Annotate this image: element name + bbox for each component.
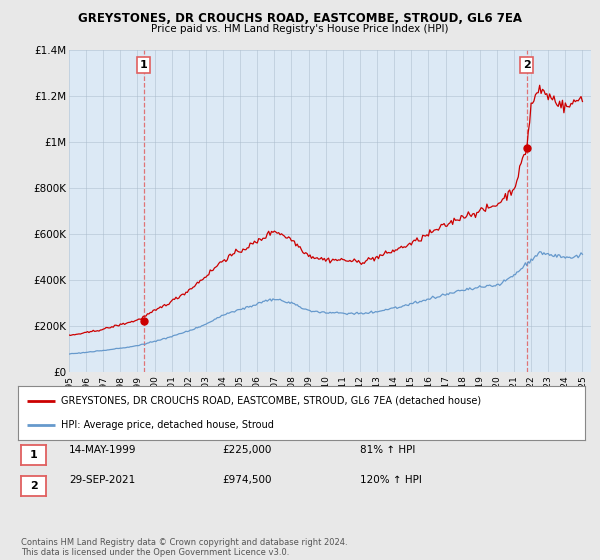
Text: 1: 1 (140, 60, 148, 70)
Text: £974,500: £974,500 (222, 475, 271, 486)
Text: GREYSTONES, DR CROUCHS ROAD, EASTCOMBE, STROUD, GL6 7EA (detached house): GREYSTONES, DR CROUCHS ROAD, EASTCOMBE, … (61, 396, 481, 406)
Text: 14-MAY-1999: 14-MAY-1999 (69, 445, 137, 455)
Text: HPI: Average price, detached house, Stroud: HPI: Average price, detached house, Stro… (61, 420, 274, 430)
Text: Price paid vs. HM Land Registry's House Price Index (HPI): Price paid vs. HM Land Registry's House … (151, 24, 449, 34)
Text: £225,000: £225,000 (222, 445, 271, 455)
Text: 1: 1 (30, 450, 37, 460)
Text: 81% ↑ HPI: 81% ↑ HPI (360, 445, 415, 455)
Text: GREYSTONES, DR CROUCHS ROAD, EASTCOMBE, STROUD, GL6 7EA: GREYSTONES, DR CROUCHS ROAD, EASTCOMBE, … (78, 12, 522, 25)
Text: 120% ↑ HPI: 120% ↑ HPI (360, 475, 422, 486)
Text: 29-SEP-2021: 29-SEP-2021 (69, 475, 135, 486)
Text: 2: 2 (523, 60, 530, 70)
Text: 2: 2 (30, 481, 37, 491)
Text: Contains HM Land Registry data © Crown copyright and database right 2024.
This d: Contains HM Land Registry data © Crown c… (21, 538, 347, 557)
